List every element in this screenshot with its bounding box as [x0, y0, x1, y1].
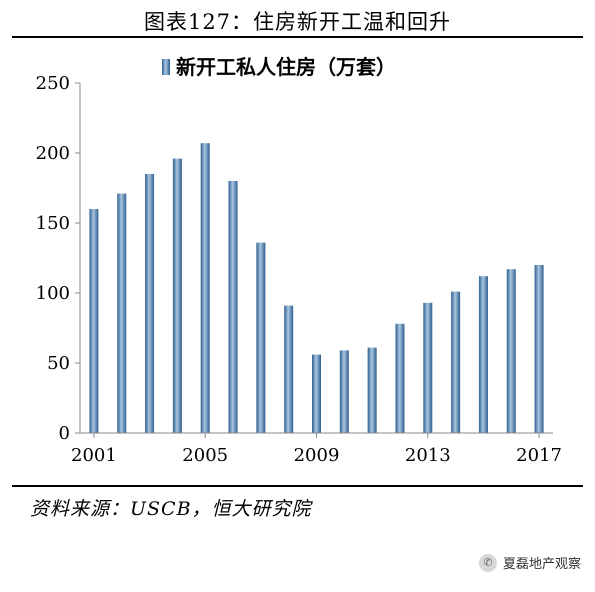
bar-2004 [172, 158, 182, 433]
x-tick-label: 2005 [182, 445, 228, 466]
bar-chart: 新开工私人住房（万套） 0 50 100 150 200 250 2001 2005 2009… [36, 55, 562, 466]
bar-2007 [256, 242, 266, 433]
watermark: ✆ 夏磊地产观察 [478, 553, 581, 572]
y-tick-label: 200 [36, 143, 70, 164]
y-axis-ticks: 0 50 100 150 200 250 [36, 73, 80, 444]
y-tick-label: 100 [36, 283, 70, 304]
bar-2011 [367, 347, 377, 433]
top-rule [12, 36, 583, 38]
legend-label: 新开工私人住房（万套） [176, 55, 396, 79]
bar-2012 [395, 323, 405, 433]
y-tick-label: 150 [36, 213, 70, 234]
legend: 新开工私人住房（万套） [162, 55, 396, 79]
bar-2009 [312, 354, 321, 433]
bar-2014 [451, 291, 461, 433]
bar-2001 [89, 209, 99, 433]
legend-swatch [162, 59, 170, 75]
bar-2013 [423, 302, 433, 433]
y-tick-label: 250 [36, 73, 70, 94]
y-tick-label: 0 [59, 423, 70, 444]
bottom-rule [12, 485, 583, 487]
bar-2002 [117, 193, 127, 433]
bar-2005 [200, 143, 210, 433]
bar-2010 [339, 350, 349, 433]
bar-2006 [228, 181, 238, 433]
x-axis-ticks: 2001 2005 2009 2013 2017 [71, 433, 562, 466]
x-tick-label: 2009 [294, 445, 340, 466]
bars [89, 143, 544, 433]
bar-2008 [284, 305, 294, 433]
x-tick-label: 2001 [71, 445, 117, 466]
watermark-text: 夏磊地产观察 [502, 557, 581, 572]
bar-2016 [506, 269, 516, 433]
x-tick-label: 2017 [516, 445, 562, 466]
y-tick-label: 50 [47, 353, 70, 374]
bar-2003 [145, 174, 155, 433]
bar-2015 [478, 276, 488, 433]
source-note: 资料来源：USCB，恒大研究院 [30, 498, 312, 520]
x-tick-label: 2013 [405, 445, 451, 466]
wechat-icon: ✆ [478, 553, 497, 572]
figure-title: 图表127：住房新开工温和回升 [143, 10, 452, 34]
bar-2017 [534, 265, 544, 433]
